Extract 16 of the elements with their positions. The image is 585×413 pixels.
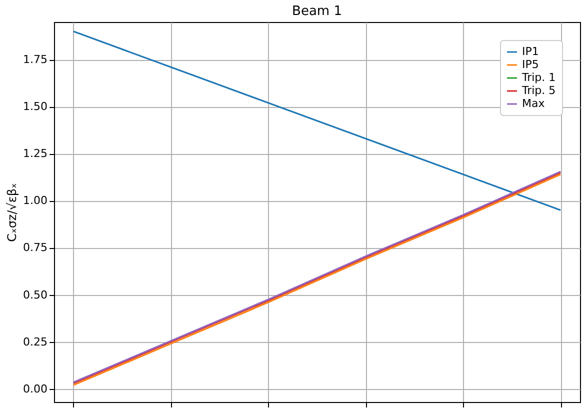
y-tick-label: 1.75 [23,53,48,66]
y-tick-label: 1.00 [23,194,48,208]
legend-label: IP5 [522,58,539,71]
y-tick-label: 1.25 [23,147,48,160]
y-tick-label: 1.50 [23,100,48,114]
legend-label: Trip. 5 [521,84,556,97]
legend-label: Trip. 1 [521,71,556,84]
y-tick-label: 0.75 [23,241,48,254]
chart-title: Beam 1 [292,4,342,19]
y-tick-label: 0.00 [23,382,48,396]
y-tick-label: 0.50 [23,288,48,302]
legend-label: Max [522,97,546,110]
line-series [72,30,562,211]
y-tick-label: 0.25 [23,335,48,348]
legend-label: IP1 [522,45,539,58]
y-axis-title: Cₓσz/√εβₓ [5,183,20,242]
